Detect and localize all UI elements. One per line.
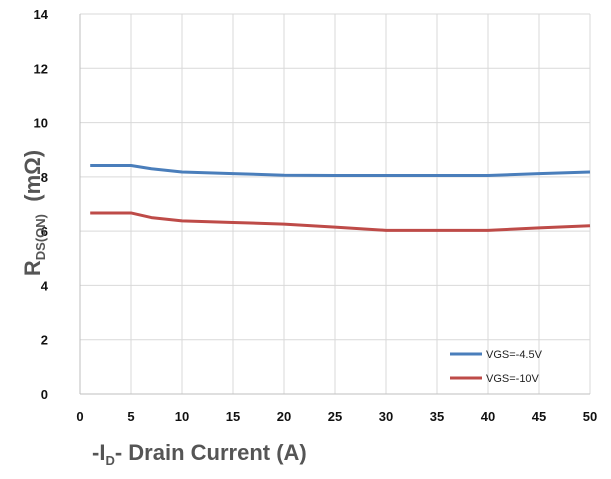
x-tick-label: 15 (226, 409, 240, 424)
y-tick-label: 4 (41, 278, 49, 293)
tick-labels: 0 5 10 15 20 25 30 35 40 45 50 0 2 4 6 8 10 12 14 (34, 7, 598, 424)
legend: VGS=-4.5V VGS=-10V (450, 349, 543, 385)
y-axis-label-sub: DS(ON) (33, 213, 48, 261)
x-axis-label-sub: D (105, 453, 115, 468)
series-line-1 (90, 163, 591, 177)
x-tick-label: 30 (379, 409, 393, 424)
x-tick-label: 50 (583, 409, 597, 424)
x-tick-label: 5 (127, 409, 134, 424)
x-tick-label: 20 (277, 409, 291, 424)
legend-label: VGS=-4.5V (486, 349, 543, 361)
y-axis-label: RDS(ON) (mΩ) (4, 0, 64, 440)
y-tick-label: 0 (41, 387, 48, 402)
grid (80, 13, 591, 394)
rdson-chart: 0 5 10 15 20 25 30 35 40 45 50 0 2 4 6 8 10 12 14 VGS=-4.5… (34, 7, 598, 424)
legend-label: VGS=-10V (486, 373, 540, 385)
x-axis-label-prefix: -I (92, 440, 106, 465)
y-tick-label: 8 (41, 170, 48, 185)
y-tick-label: 6 (41, 224, 48, 239)
x-tick-label: 10 (175, 409, 189, 424)
series-line-2 (90, 211, 591, 232)
x-tick-label: 25 (328, 409, 342, 424)
x-tick-label: 35 (430, 409, 444, 424)
x-axis-label-suffix: - Drain Current (A) (114, 440, 307, 465)
x-axis-label: -ID- Drain Current (A) (92, 440, 307, 468)
x-tick-label: 45 (532, 409, 546, 424)
y-tick-label: 12 (34, 61, 48, 76)
y-axis-label-suffix: (mΩ) (20, 149, 45, 214)
x-tick-label: 0 (76, 409, 83, 424)
axes (79, 14, 590, 395)
y-tick-label: 2 (41, 333, 48, 348)
x-tick-label: 40 (481, 409, 495, 424)
y-tick-label: 14 (34, 7, 49, 22)
y-axis-label-main: R (20, 260, 45, 277)
y-tick-label: 10 (34, 116, 48, 131)
series-lines (90, 163, 591, 232)
